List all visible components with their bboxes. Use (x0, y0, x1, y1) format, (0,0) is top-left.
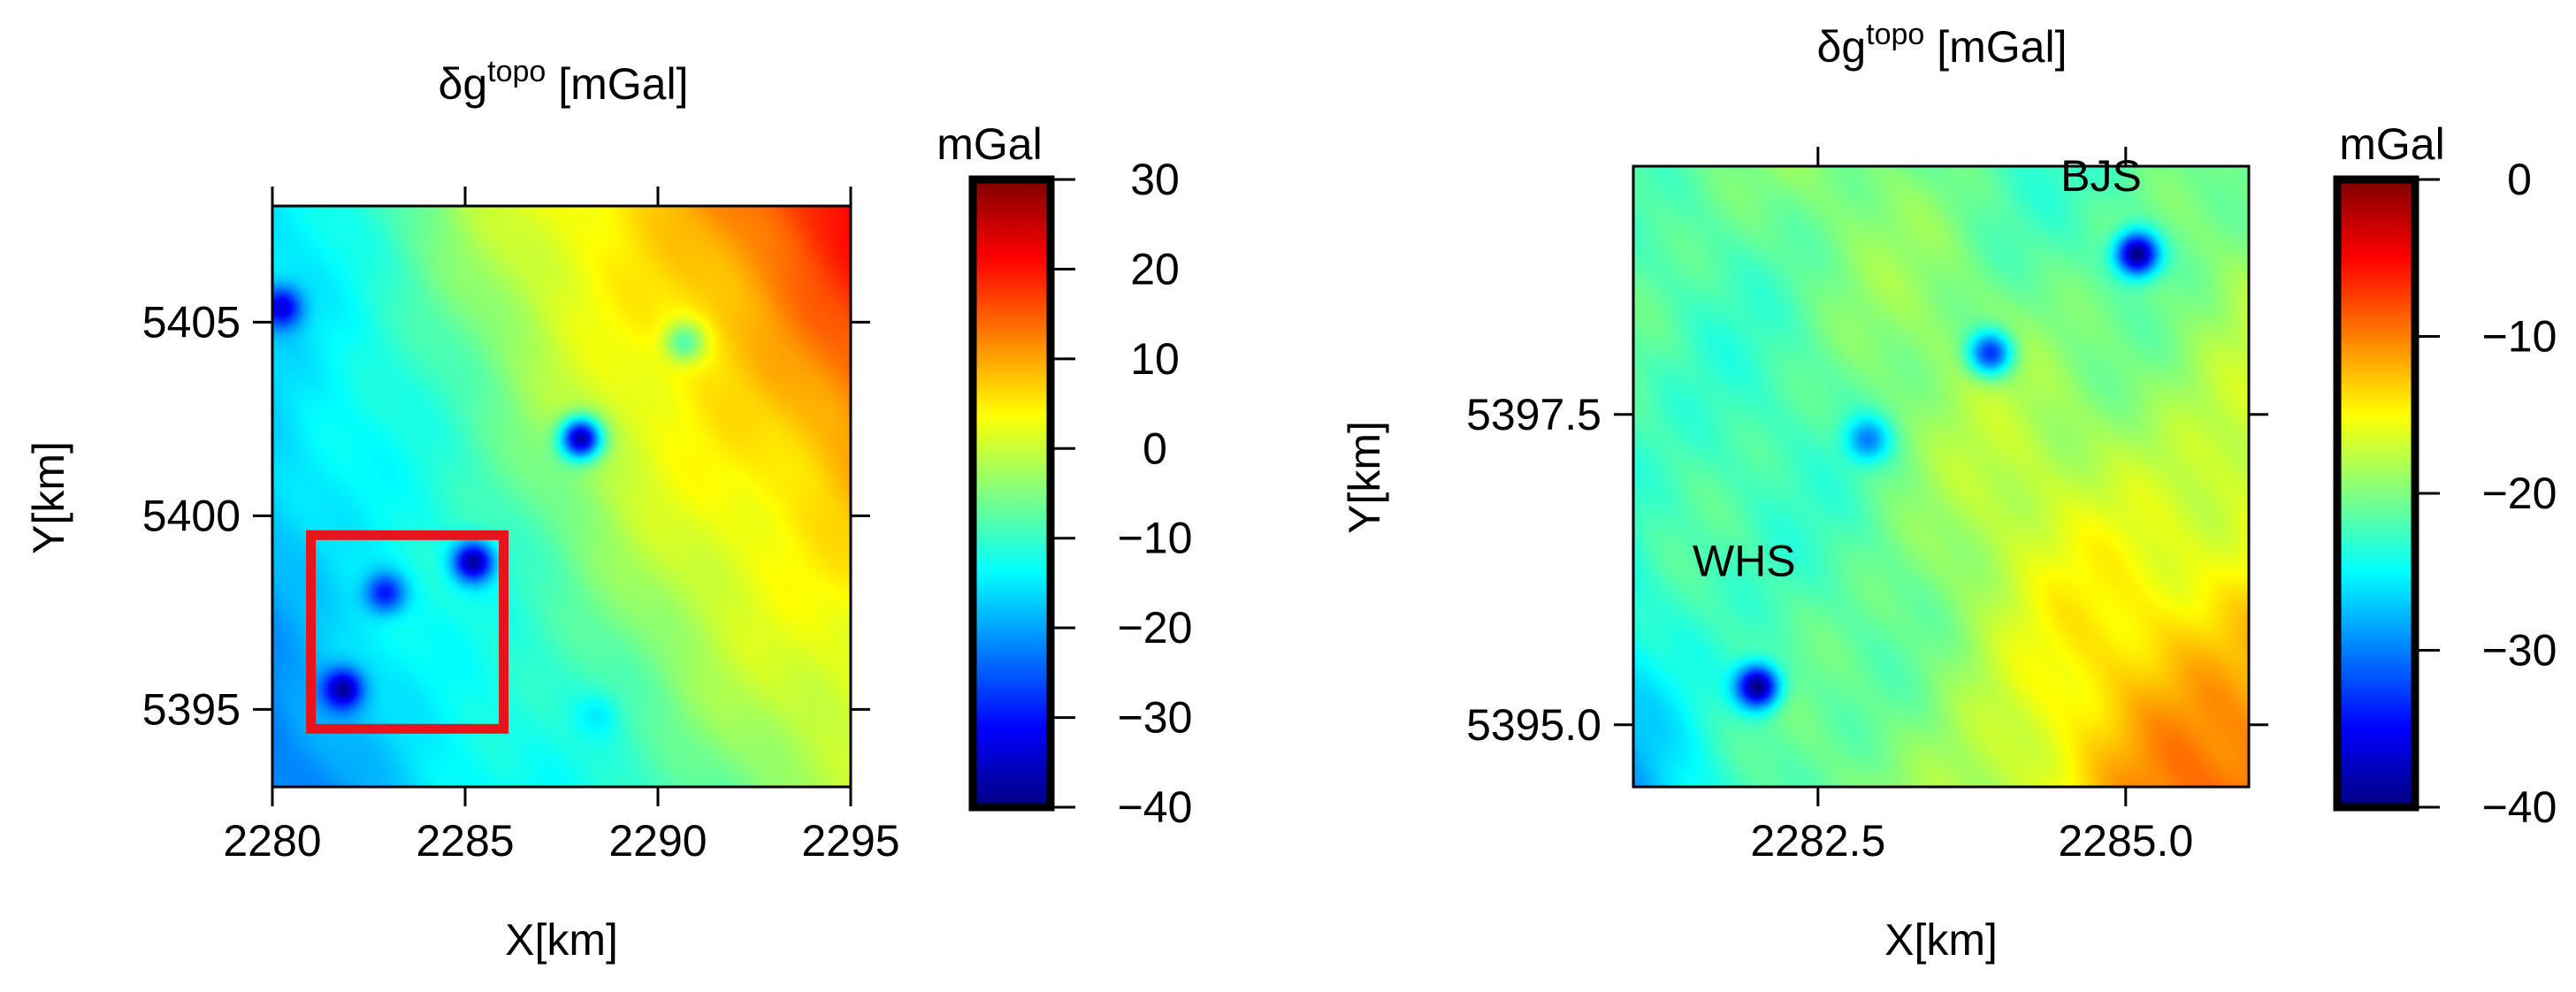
right-title-sup: topo (1866, 18, 1924, 51)
left-colorbar-label: mGal (936, 119, 1042, 169)
right-cbar-tick-label: −30 (2482, 626, 2557, 675)
left-cbar-tick-label: −40 (1118, 782, 1193, 832)
right-heatmap (1633, 166, 2249, 787)
left-xtick-label: 2285 (416, 816, 514, 866)
left-ytick-label: 5395 (142, 684, 241, 734)
right-xtick-label: 2285.0 (2058, 816, 2193, 866)
left-xtick-label: 2295 (801, 816, 899, 866)
right-xlabel: X[km] (1884, 915, 1998, 965)
left-ytick-label: 5400 (142, 491, 241, 540)
right-colorbar-ticks: 0 −10 −20 −30 −40 (2415, 155, 2557, 832)
right-cbar-tick-label: −40 (2482, 782, 2557, 832)
left-cbar-tick-label: −10 (1118, 514, 1193, 563)
left-cbar-tick-label: 10 (1130, 334, 1180, 384)
left-xlabel: X[km] (505, 915, 618, 965)
left-ytick-label: 5405 (142, 297, 241, 347)
left-ylabel: Y[km] (24, 441, 73, 554)
right-colorbar (2333, 175, 2419, 812)
right-title-rest: [mGal] (1924, 22, 2067, 72)
left-cbar-tick-label: 20 (1130, 244, 1180, 294)
right-heatmap-area (1633, 166, 2249, 787)
left-title-rest: [mGal] (546, 59, 688, 109)
right-colorbar-label: mGal (2339, 119, 2444, 169)
right-panel: δgtopo [mGal] 2282.5 2285.0 5395.0 5397.5 B… (1340, 18, 2557, 965)
right-ytick-label: 5395.0 (1466, 700, 1601, 750)
right-cbar-tick-label: −10 (2482, 312, 2557, 362)
left-cbar-tick-label: 30 (1130, 155, 1180, 204)
left-colorbar (968, 175, 1055, 812)
annotation-bjs: BJS (2060, 151, 2142, 201)
right-ylabel: Y[km] (1340, 421, 1389, 534)
right-axes: 2282.5 2285.0 5395.0 5397.5 (1466, 147, 2268, 866)
left-xtick-label: 2290 (608, 816, 707, 866)
left-title-sup: topo (487, 55, 546, 88)
left-panel: δgtopo [mGal] 2280 2285 2290 2295 5395 5400 54… (24, 55, 1192, 965)
left-cbar-tick-label: −30 (1118, 693, 1193, 743)
left-axes: 2280 2285 2290 2295 5395 5400 5405 (142, 187, 900, 866)
left-heatmap (272, 206, 851, 787)
left-cbar-tick-label: −20 (1118, 603, 1193, 652)
left-plot-frame (271, 204, 852, 789)
annotation-whs: WHS (1693, 536, 1796, 585)
right-title: δgtopo [mGal] (1817, 18, 2068, 72)
right-ytick-label: 5397.5 (1466, 390, 1601, 439)
right-cbar-tick-label: −20 (2482, 469, 2557, 518)
left-title: δgtopo [mGal] (439, 55, 689, 109)
right-annotations: BJS WHS (1693, 151, 2142, 585)
right-title-base: δg (1817, 22, 1867, 72)
left-cbar-tick-label: 0 (1143, 424, 1167, 473)
left-heatmap-area (272, 206, 851, 787)
left-xtick-label: 2280 (223, 816, 321, 866)
right-xtick-label: 2282.5 (1750, 816, 1885, 866)
left-highlight-box (306, 530, 509, 734)
left-title-base: δg (439, 59, 488, 109)
right-plot-frame (1632, 164, 2251, 789)
left-colorbar-ticks: 30 20 10 0 −10 −20 −30 −40 (1051, 155, 1192, 832)
right-cbar-tick-label: 0 (2507, 155, 2532, 204)
